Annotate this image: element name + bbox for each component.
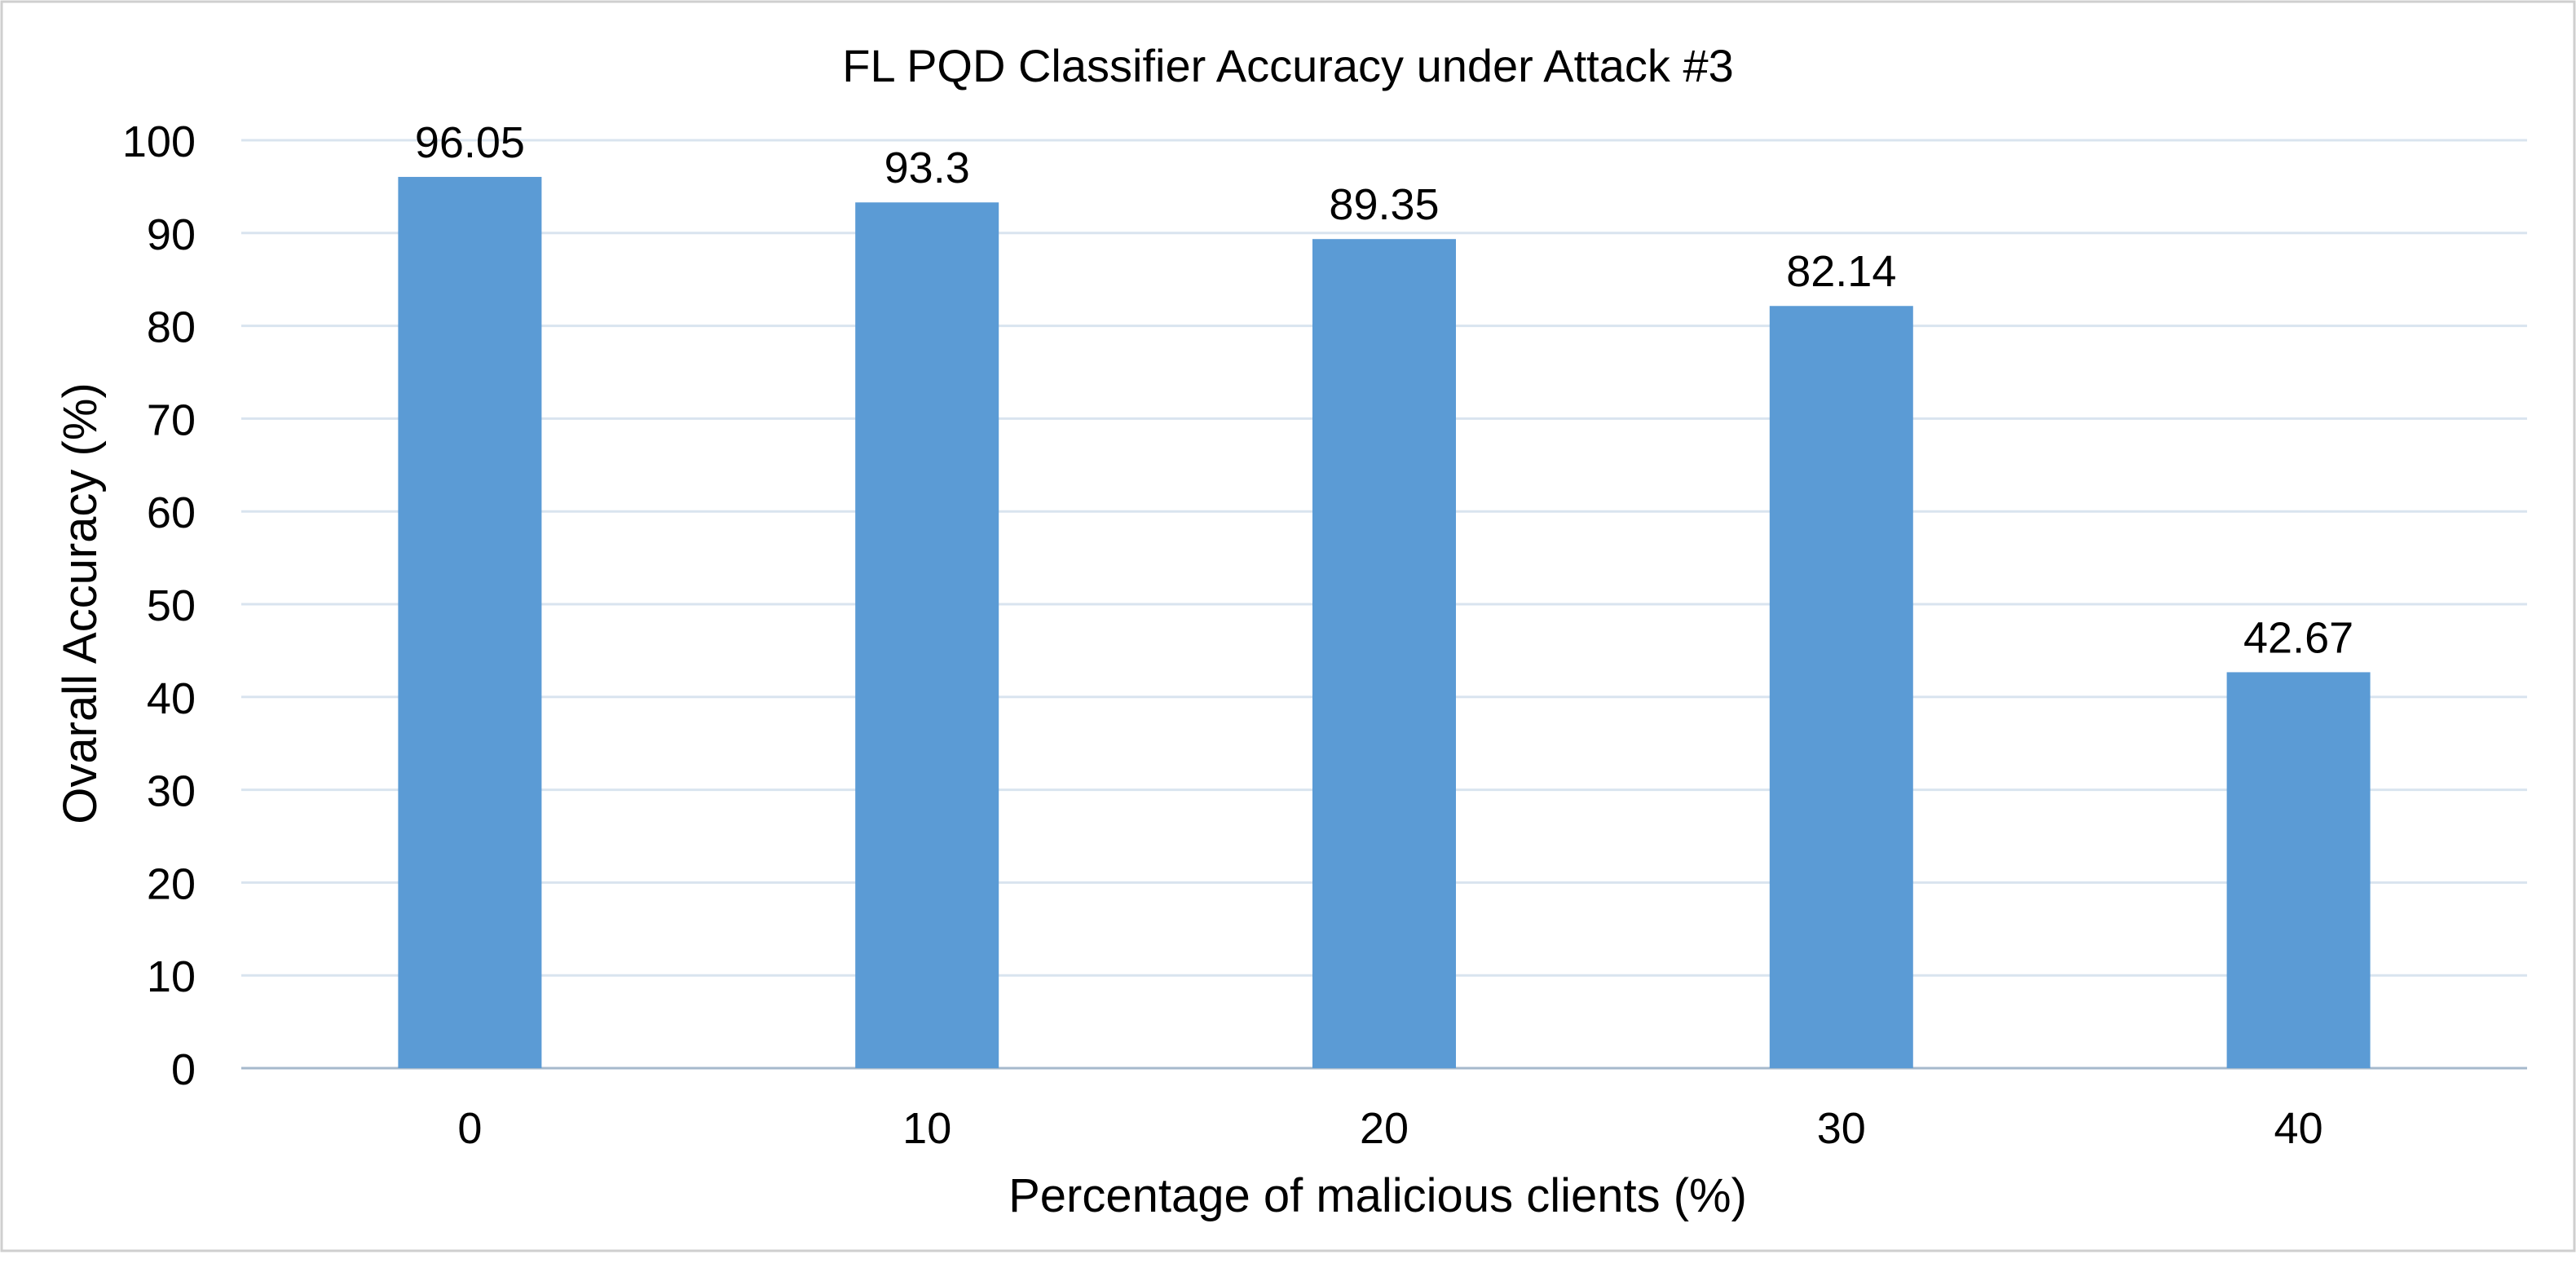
bars xyxy=(398,176,2371,1069)
y-tick-label: 100 xyxy=(122,117,196,166)
data-label: 42.67 xyxy=(2243,613,2353,662)
x-axis-title: Percentage of malicious clients (%) xyxy=(1008,1169,1747,1222)
x-tick-label: 10 xyxy=(902,1104,951,1153)
bar xyxy=(2226,672,2371,1068)
bar xyxy=(855,202,999,1069)
x-tick-label: 20 xyxy=(1360,1104,1409,1153)
bar xyxy=(1312,239,1456,1068)
y-tick-label: 60 xyxy=(147,488,196,537)
y-tick-label: 30 xyxy=(147,767,196,816)
x-tick-label: 0 xyxy=(457,1104,482,1153)
data-label: 89.35 xyxy=(1329,180,1439,229)
y-tick-label: 70 xyxy=(147,395,196,444)
x-tick-label: 30 xyxy=(1817,1104,1866,1153)
y-axis-ticks: 0 10 20 30 40 50 60 70 80 90 100 xyxy=(122,117,196,1094)
y-tick-label: 10 xyxy=(147,952,196,1001)
x-tick-label: 40 xyxy=(2274,1104,2323,1153)
y-axis-title: Ovarall Accuracy (%) xyxy=(54,382,107,824)
y-tick-label: 0 xyxy=(171,1045,196,1094)
y-tick-label: 90 xyxy=(147,210,196,259)
chart-title: FL PQD Classifier Accuracy under Attack … xyxy=(842,40,1733,91)
x-axis-ticks: 0 10 20 30 40 xyxy=(457,1104,2322,1153)
y-tick-label: 50 xyxy=(147,581,196,630)
data-labels: 96.05 93.3 89.35 82.14 42.67 xyxy=(415,118,2353,662)
y-tick-label: 80 xyxy=(147,303,196,352)
data-label: 82.14 xyxy=(1786,247,1896,296)
bar xyxy=(398,176,542,1068)
y-tick-label: 40 xyxy=(147,674,196,723)
y-tick-label: 20 xyxy=(147,859,196,908)
bar xyxy=(1769,306,1913,1068)
data-label: 93.3 xyxy=(884,144,970,192)
data-label: 96.05 xyxy=(415,118,525,167)
